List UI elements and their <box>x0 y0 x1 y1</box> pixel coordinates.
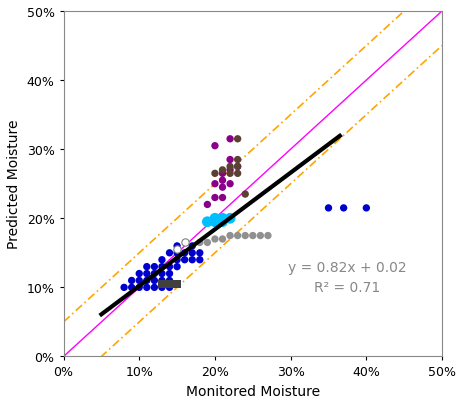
Point <box>173 247 181 253</box>
Y-axis label: Predicted Moisture: Predicted Moisture <box>7 119 21 249</box>
Point <box>188 250 196 256</box>
Point <box>234 171 241 177</box>
Point <box>181 257 188 263</box>
Point <box>158 264 166 270</box>
Point <box>158 271 166 277</box>
Point <box>234 164 241 170</box>
Point <box>166 281 173 288</box>
Point <box>226 215 234 222</box>
Point <box>204 202 211 208</box>
Point <box>226 136 234 143</box>
Point <box>219 195 226 201</box>
Point <box>158 277 166 284</box>
Point <box>219 236 226 243</box>
Point <box>143 277 150 284</box>
Point <box>150 284 158 291</box>
Point <box>242 233 249 239</box>
Point <box>226 181 234 188</box>
Point <box>128 284 135 291</box>
Point <box>211 236 219 243</box>
Point <box>196 250 204 256</box>
Point <box>166 271 173 277</box>
Point <box>150 271 158 277</box>
Point <box>211 143 219 149</box>
Point <box>173 264 181 270</box>
Point <box>188 257 196 263</box>
Point <box>219 171 226 177</box>
Point <box>211 181 219 188</box>
X-axis label: Monitored Moisture: Monitored Moisture <box>186 384 320 398</box>
Point <box>136 284 143 291</box>
Point <box>234 233 241 239</box>
Point <box>340 205 347 212</box>
Point <box>325 205 332 212</box>
Point <box>173 250 181 256</box>
Point <box>219 167 226 174</box>
Point <box>150 277 158 284</box>
Point <box>264 233 272 239</box>
Point <box>150 264 158 270</box>
Point <box>196 240 204 246</box>
Point <box>211 171 219 177</box>
Point <box>219 215 226 222</box>
Point <box>158 257 166 263</box>
Point <box>211 219 219 226</box>
Point <box>166 264 173 270</box>
Point <box>211 195 219 201</box>
Point <box>166 250 173 256</box>
Point <box>249 233 257 239</box>
Point <box>204 219 211 226</box>
Text: y = 0.82x + 0.02
R² = 0.71: y = 0.82x + 0.02 R² = 0.71 <box>288 260 407 294</box>
Point <box>158 281 166 288</box>
Point <box>166 277 173 284</box>
Point <box>226 233 234 239</box>
Point <box>234 157 241 163</box>
Point <box>136 277 143 284</box>
Point <box>226 164 234 170</box>
Point <box>143 284 150 291</box>
Point <box>181 240 188 246</box>
Point <box>234 136 241 143</box>
Point <box>158 284 166 291</box>
Point <box>219 184 226 191</box>
Point <box>226 171 234 177</box>
Point <box>143 264 150 270</box>
Point <box>188 243 196 249</box>
Point <box>196 257 204 263</box>
Point <box>219 219 226 226</box>
Point <box>234 164 241 170</box>
Point <box>128 277 135 284</box>
Point <box>181 250 188 256</box>
Point <box>143 271 150 277</box>
Point <box>226 167 234 174</box>
Point <box>211 215 219 222</box>
Point <box>219 177 226 184</box>
Point <box>173 281 181 288</box>
Point <box>257 233 264 239</box>
Point <box>363 205 370 212</box>
Point <box>173 257 181 263</box>
Point <box>120 284 128 291</box>
Point <box>173 243 181 249</box>
Point <box>166 284 173 291</box>
Point <box>136 271 143 277</box>
Point <box>204 240 211 246</box>
Point <box>226 157 234 163</box>
Point <box>242 191 249 198</box>
